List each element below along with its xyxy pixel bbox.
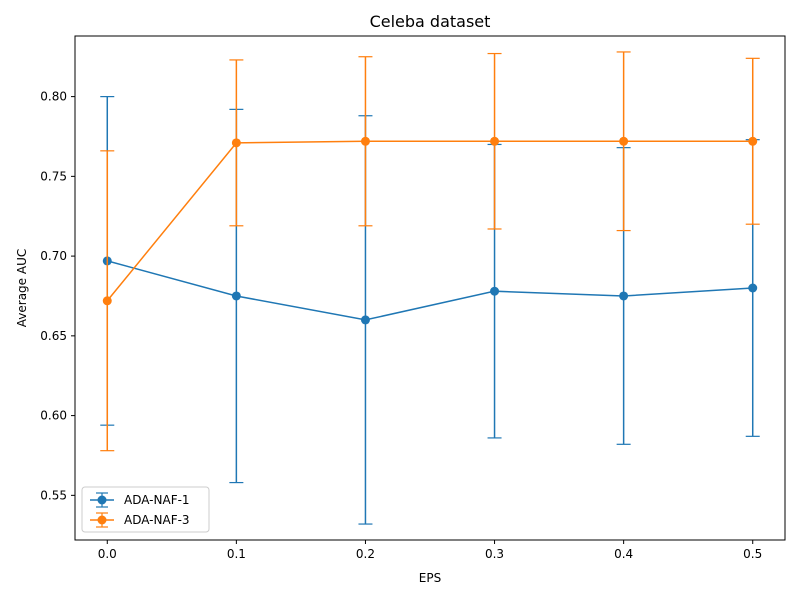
data-point xyxy=(490,286,500,296)
data-point xyxy=(748,136,758,146)
y-tick-label: 0.55 xyxy=(40,488,67,502)
x-tick-label: 0.2 xyxy=(356,547,375,561)
data-point xyxy=(102,296,112,306)
data-point xyxy=(490,136,500,146)
series-line xyxy=(107,260,753,321)
x-tick-label: 0.1 xyxy=(227,547,246,561)
legend-item: ADA-NAF-3 xyxy=(90,512,190,528)
data-point xyxy=(748,283,758,293)
series-line xyxy=(106,140,753,302)
y-tick-label: 0.80 xyxy=(40,90,67,104)
series-ada-naf-3 xyxy=(100,51,760,452)
data-point xyxy=(231,291,241,301)
data-point xyxy=(360,136,370,146)
data-point xyxy=(619,136,629,146)
legend: ADA-NAF-1 ADA-NAF-3 xyxy=(81,486,210,533)
y-tick-label: 0.75 xyxy=(40,169,67,183)
x-axis-label: EPS xyxy=(419,571,441,585)
x-tick-label: 0.0 xyxy=(98,547,117,561)
legend-label: ADA-NAF-1 xyxy=(124,493,190,507)
x-tick-label: 0.4 xyxy=(614,547,633,561)
y-tick-label: 0.60 xyxy=(40,409,67,423)
chart-title: Celeba dataset xyxy=(370,12,491,31)
y-axis-label: Average AUC xyxy=(15,249,29,327)
series-layer xyxy=(100,51,760,525)
data-point xyxy=(360,315,370,325)
y-tick-label: 0.65 xyxy=(40,329,67,343)
x-tick-label: 0.3 xyxy=(485,547,504,561)
data-point xyxy=(619,291,629,301)
x-tick-label: 0.5 xyxy=(743,547,762,561)
legend-item: ADA-NAF-1 xyxy=(90,492,190,508)
legend-label: ADA-NAF-3 xyxy=(124,513,190,527)
y-tick-label: 0.70 xyxy=(40,249,67,263)
x-axis-ticks: 0.0 0.1 0.2 0.3 0.4 0.5 xyxy=(98,540,762,561)
plot-frame xyxy=(74,35,786,541)
y-axis-ticks: 0.55 0.60 0.65 0.70 0.75 0.80 xyxy=(40,90,75,502)
legend-marker xyxy=(97,515,107,525)
legend-marker xyxy=(97,495,107,505)
data-point xyxy=(231,138,241,148)
